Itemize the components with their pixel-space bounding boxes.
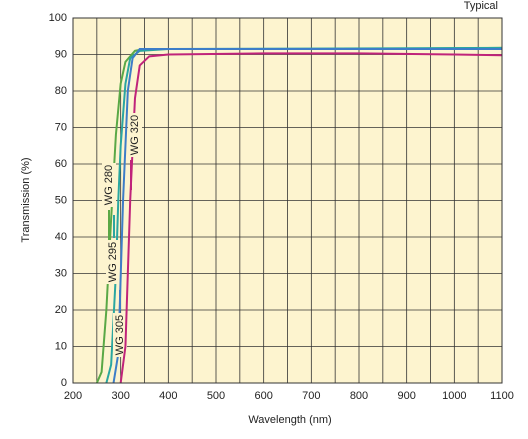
y-tick-label: 40: [55, 231, 67, 243]
y-tick-label: 90: [55, 48, 67, 60]
plot-frame: [72, 17, 503, 384]
series-label: WG 280: [103, 165, 115, 205]
label-background: [106, 240, 120, 284]
series-label: WG 305: [114, 315, 126, 355]
label-background: [113, 313, 127, 357]
note: Typical: [464, 0, 498, 12]
series-label: WG 320: [129, 115, 141, 155]
x-tick-label: 800: [350, 390, 368, 402]
series-line: [119, 52, 503, 384]
x-tick-label: 400: [159, 390, 177, 402]
y-tick-label: 50: [55, 194, 67, 206]
label-background: [102, 163, 116, 207]
y-tick-label: 10: [55, 340, 67, 352]
x-axis-label: Wavelength (nm): [248, 414, 331, 426]
x-tick-label: 600: [254, 390, 272, 402]
x-tick-label: 500: [207, 390, 225, 402]
y-axis-label: Transmission (%): [20, 157, 32, 242]
x-tick-label: 1000: [442, 390, 466, 402]
x-tick-label: 900: [397, 390, 415, 402]
x-tick-label: 200: [64, 390, 82, 402]
y-tick-label: 60: [55, 158, 67, 170]
y-tick-label: 20: [55, 304, 67, 316]
label-background: [128, 113, 142, 157]
y-tick-label: 30: [55, 267, 67, 279]
y-tick-label: 0: [61, 377, 67, 389]
x-tick-label: 300: [111, 390, 129, 402]
series-label: WG 295: [107, 242, 119, 282]
y-tick-label: 80: [55, 85, 67, 97]
x-tick-label: 700: [302, 390, 320, 402]
y-tick-label: 70: [55, 121, 67, 133]
x-tick-label: 1100: [490, 390, 514, 402]
y-tick-label: 100: [49, 12, 67, 24]
